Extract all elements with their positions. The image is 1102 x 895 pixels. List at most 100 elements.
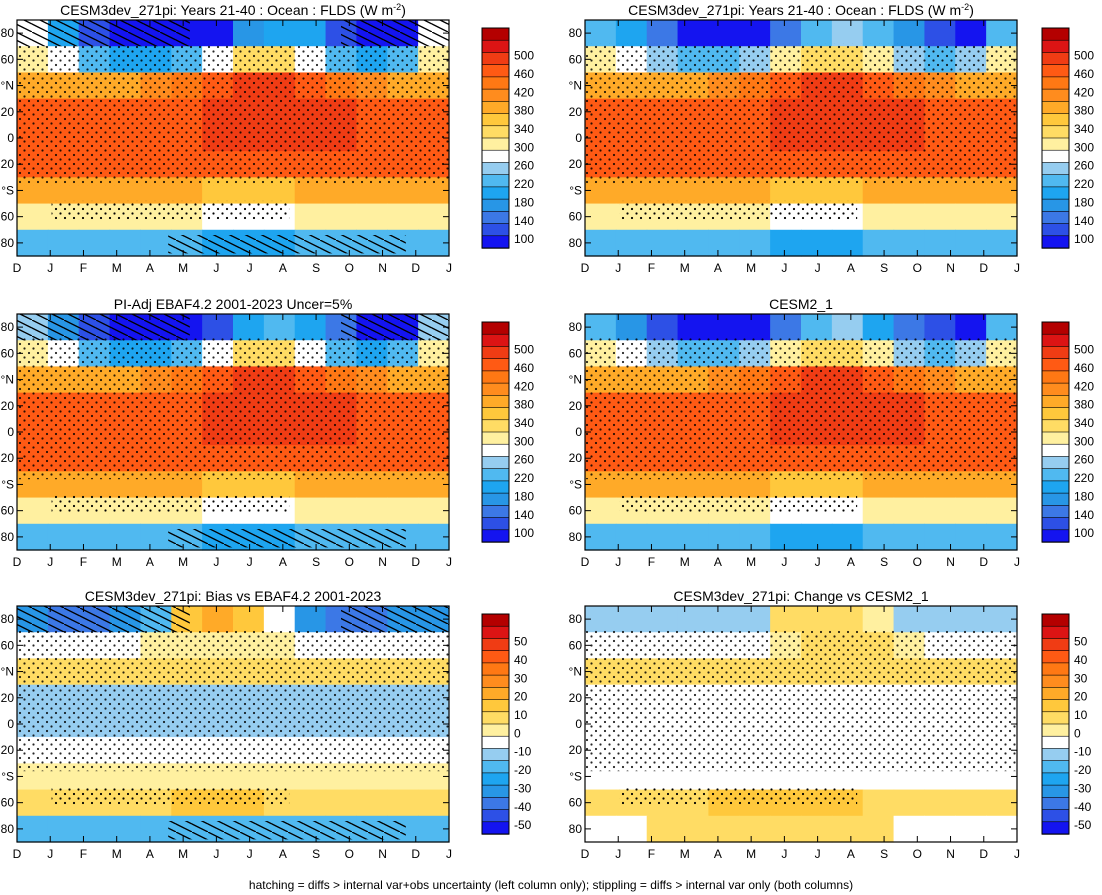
colorbar-label: 340 bbox=[514, 122, 534, 136]
heatmap-cell bbox=[356, 497, 388, 525]
x-tick-label: J bbox=[1014, 261, 1020, 275]
colorbar-swatch bbox=[481, 113, 510, 127]
y-tick-label: °S bbox=[1, 769, 14, 783]
x-tick-label: S bbox=[880, 847, 888, 861]
colorbar-label: 100 bbox=[514, 232, 534, 246]
y-tick-label: 80 bbox=[1, 26, 15, 40]
y-tick-label: 80 bbox=[569, 236, 583, 250]
x-tick-label: N bbox=[378, 555, 387, 569]
heatmap-cell bbox=[109, 229, 142, 257]
heatmap-cell bbox=[924, 497, 956, 525]
x-tick-label: F bbox=[648, 555, 655, 569]
y-tick-label: 60 bbox=[569, 796, 583, 810]
heatmap-cell bbox=[294, 203, 327, 231]
colorbar-swatch bbox=[1041, 809, 1070, 823]
heatmap-cell bbox=[615, 606, 648, 633]
panel-title: CESM2_1 bbox=[769, 296, 833, 312]
colorbar-swatch bbox=[1041, 113, 1070, 127]
colorbar-label: 220 bbox=[1074, 471, 1094, 485]
colorbar-frame bbox=[1041, 321, 1070, 543]
x-tick-label: J bbox=[781, 555, 787, 569]
heatmap-cell bbox=[924, 606, 956, 633]
stippling-overlay bbox=[619, 494, 858, 514]
colorbar-swatch bbox=[481, 505, 510, 519]
heatmap-cell bbox=[708, 229, 740, 257]
heatmap-cell bbox=[739, 229, 771, 257]
x-tick-label: D bbox=[411, 555, 420, 569]
colorbar-swatch bbox=[481, 699, 510, 713]
colorbar-swatch bbox=[1041, 784, 1070, 799]
colorbar-label: 20 bbox=[1074, 690, 1088, 704]
y-tick-label: 80 bbox=[1, 612, 15, 626]
x-tick-label: O bbox=[913, 261, 922, 275]
x-tick-label: M bbox=[746, 261, 756, 275]
colorbar-swatch bbox=[481, 797, 510, 811]
y-tick-label: 60 bbox=[1, 52, 15, 66]
heatmap-cell bbox=[109, 523, 142, 551]
colorbar-swatch bbox=[1041, 443, 1070, 458]
x-tick-label: S bbox=[880, 261, 888, 275]
colorbar-label: 380 bbox=[1074, 104, 1094, 118]
x-tick-label: O bbox=[345, 261, 354, 275]
colorbar-swatch bbox=[1041, 211, 1070, 225]
x-tick-label: J bbox=[615, 555, 621, 569]
heatmap-cell bbox=[862, 815, 895, 843]
heatmap-cell bbox=[677, 314, 710, 341]
heatmap-cell bbox=[109, 815, 142, 843]
colorbar-swatch bbox=[481, 186, 510, 200]
y-tick-label: 20 bbox=[1, 105, 15, 119]
colorbar-swatch bbox=[481, 650, 510, 664]
y-tick-label: °S bbox=[569, 769, 582, 783]
panel-6: CESM3dev_271pi: Change vs CESM2_1 D J F M A M J… bbox=[569, 588, 1092, 861]
panel-1: CESM3dev_271pi: Years 21-40 : Ocean : FL… bbox=[1, 2, 535, 275]
heatmap-cell bbox=[801, 606, 833, 633]
colorbar-swatch bbox=[1041, 468, 1070, 482]
stippling-overlay bbox=[17, 337, 449, 480]
colorbar-label: -30 bbox=[1074, 781, 1092, 795]
colorbar-swatch bbox=[481, 88, 510, 103]
heatmap-cell bbox=[202, 20, 234, 47]
colorbar-label: 420 bbox=[514, 379, 534, 393]
x-tick-label: D bbox=[13, 847, 22, 861]
colorbar-swatch bbox=[1041, 517, 1070, 531]
y-tick-label: 60 bbox=[1, 210, 15, 224]
colorbar-label: 460 bbox=[1074, 361, 1094, 375]
heatmap-cell bbox=[831, 229, 864, 257]
colorbar-frame bbox=[481, 27, 510, 249]
colorbar-swatch bbox=[1041, 382, 1070, 397]
y-tick-label: 80 bbox=[1, 236, 15, 250]
panel-title: PI-Adj EBAF4.2 2001-2023 Uncer=5% bbox=[114, 296, 353, 312]
colorbar-swatch bbox=[1041, 687, 1070, 701]
colorbar-label: 220 bbox=[514, 471, 534, 485]
heatmap-cell bbox=[955, 203, 987, 231]
y-tick-label: 20 bbox=[1, 157, 15, 171]
heatmap-cell bbox=[677, 815, 710, 843]
colorbar-swatch bbox=[481, 39, 510, 54]
colorbar-label: 380 bbox=[514, 398, 534, 412]
x-tick-label: M bbox=[680, 555, 690, 569]
colorbar-swatch bbox=[481, 821, 510, 835]
heatmap-cell bbox=[325, 789, 358, 817]
colorbar-swatch bbox=[1041, 52, 1070, 66]
panel-5: CESM3dev_271pi: Bias vs EBAF4.2 2001-202… bbox=[1, 588, 532, 861]
y-tick-label: °N bbox=[569, 665, 582, 679]
stippling-overlay bbox=[51, 786, 290, 806]
colorbar-label: 500 bbox=[1074, 343, 1094, 357]
colorbar-frame bbox=[1041, 613, 1070, 835]
panel-4: CESM2_1 D J F M A M J J A S O N D J 80 60 °N 20 0 20 °S 60 80 50… bbox=[569, 296, 1095, 569]
panel-title: CESM3dev_271pi: Years 21-40 : Ocean : FL… bbox=[628, 2, 974, 18]
y-tick-label: 80 bbox=[569, 320, 583, 334]
heatmap-cell bbox=[233, 20, 265, 47]
colorbar-label: 340 bbox=[1074, 122, 1094, 136]
heatmap-cell bbox=[893, 606, 926, 633]
colorbar-swatch bbox=[481, 174, 510, 188]
colorbar-swatch bbox=[481, 456, 510, 470]
colorbar-swatch bbox=[1041, 149, 1070, 164]
x-tick-label: J bbox=[213, 261, 219, 275]
x-tick-label: N bbox=[946, 261, 955, 275]
y-tick-label: 0 bbox=[7, 131, 14, 145]
x-tick-label: D bbox=[411, 261, 420, 275]
colorbar-label: 420 bbox=[1074, 85, 1094, 99]
x-tick-label: A bbox=[714, 847, 722, 861]
colorbar-swatch bbox=[1041, 370, 1070, 384]
